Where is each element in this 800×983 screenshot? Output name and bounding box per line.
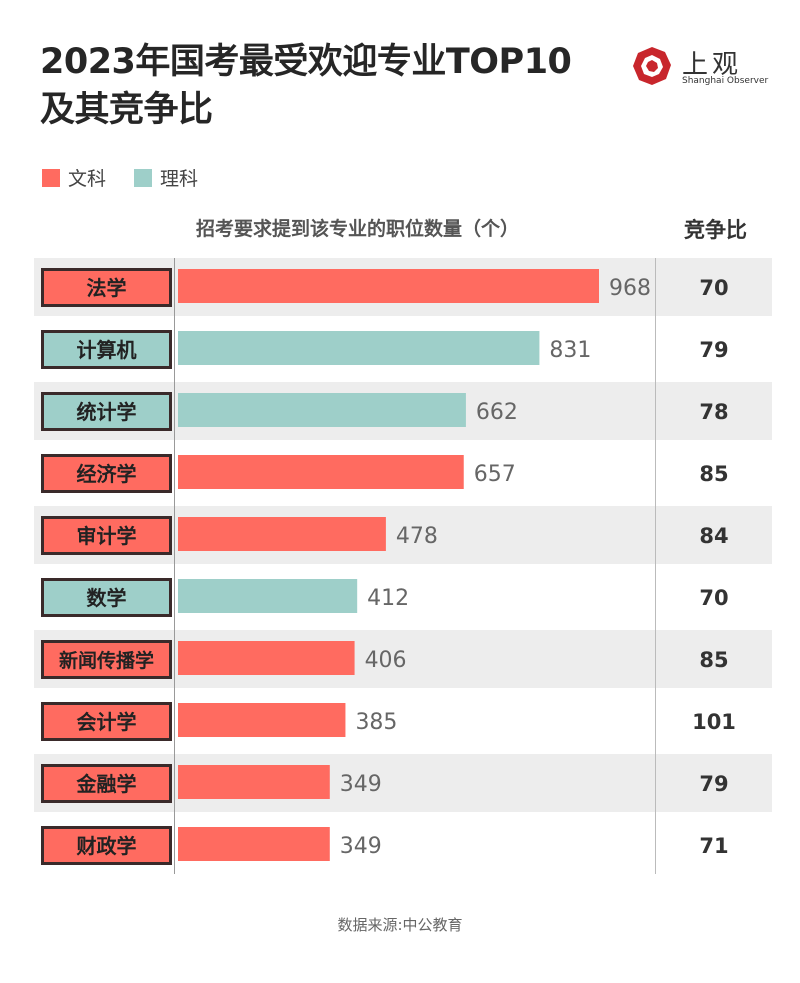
category-label: 数学: [87, 586, 127, 610]
category-label-box: [41, 578, 172, 617]
value-label: 662: [476, 400, 518, 425]
shanghai-observer-logo-icon: [633, 47, 671, 85]
value-label: 478: [396, 524, 438, 549]
category-label: 会计学: [77, 710, 137, 734]
competition-ratio-title: 竞争比: [684, 218, 747, 242]
chart-title-line-2: 及其竞争比: [40, 90, 213, 130]
bar: [178, 703, 346, 737]
competition-ratio-label: 84: [699, 524, 728, 548]
chart-title: 2023年国考最受欢迎专业TOP10 及其竞争比: [40, 38, 572, 134]
legend-item-arts: 文科: [42, 164, 106, 191]
competition-ratio-label: 79: [699, 338, 728, 362]
legend-label-science: 理科: [160, 168, 199, 190]
category-label: 统计学: [77, 400, 137, 424]
logo-chinese-text: 上观: [682, 50, 743, 80]
competition-ratio-label: 85: [699, 462, 728, 486]
value-label: 406: [365, 648, 407, 673]
bar: [178, 517, 386, 551]
category-label: 财政学: [77, 834, 137, 858]
legend-swatch-science: [134, 168, 153, 187]
legend-label-arts: 文科: [68, 168, 107, 190]
value-label: 831: [549, 338, 591, 363]
bar: [178, 269, 599, 303]
competition-ratio-label: 85: [699, 648, 728, 672]
category-label: 计算机: [77, 338, 137, 362]
x-axis-title: 招考要求提到该专业的职位数量（个）: [196, 218, 520, 240]
category-label-box: [41, 640, 172, 679]
category-label: 经济学: [77, 462, 137, 486]
category-label-box: [41, 392, 172, 431]
legend-swatch-arts: [42, 168, 60, 187]
category-label-box: [41, 268, 172, 307]
category-label-box: [41, 330, 172, 369]
bar: [178, 579, 358, 613]
value-label: 968: [609, 276, 651, 301]
value-label: 412: [367, 586, 409, 611]
competition-ratio-label: 70: [699, 276, 728, 300]
legend: 文科 理科: [42, 164, 226, 191]
bar: [178, 765, 330, 799]
category-label: 金融学: [76, 772, 137, 796]
competition-ratio-label: 70: [699, 586, 728, 610]
competition-ratio-label: 78: [699, 400, 728, 424]
competition-ratio-label: 79: [699, 772, 728, 796]
chart-title-line-1: 2023年国考最受欢迎专业TOP10: [40, 42, 572, 82]
category-label-box: [41, 516, 172, 555]
brand-logo: 上观 Shanghai Observer: [632, 44, 768, 94]
category-label: 新闻传播学: [59, 649, 154, 672]
bar: [178, 455, 464, 489]
bar: [178, 331, 540, 365]
competition-ratio-label: 101: [692, 710, 736, 734]
category-label: 法学: [87, 276, 127, 300]
value-label: 657: [474, 462, 516, 487]
legend-item-science: 理科: [134, 164, 198, 191]
category-label-box: [41, 764, 172, 803]
value-label: 385: [355, 710, 397, 735]
category-label-box: [41, 702, 172, 741]
category-label-box: [41, 826, 172, 865]
data-source: 数据来源:中公教育: [337, 916, 463, 934]
value-label: 349: [340, 772, 382, 797]
value-label: 349: [340, 834, 382, 859]
competition-ratio-label: 71: [699, 834, 728, 858]
category-label: 审计学: [77, 524, 137, 548]
category-label-box: [41, 454, 172, 493]
logo-english-text: Shanghai Observer: [682, 76, 769, 86]
bar: [178, 393, 466, 427]
bar: [178, 827, 330, 861]
bar: [178, 641, 355, 675]
